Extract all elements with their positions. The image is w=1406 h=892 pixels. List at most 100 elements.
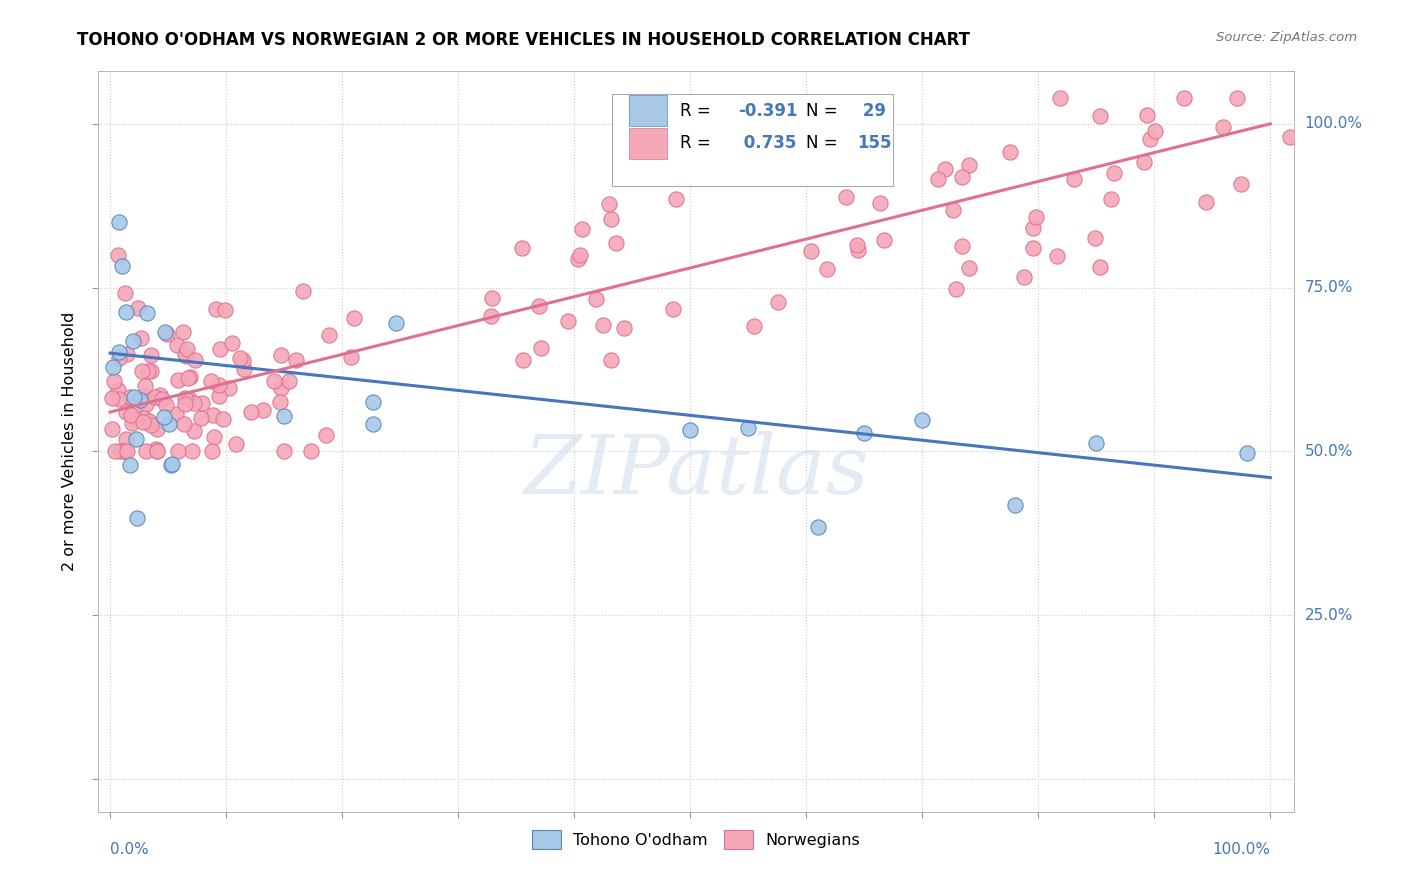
Point — [124, 432, 146, 446]
Point — [361, 394, 384, 409]
Point — [173, 347, 195, 361]
Text: N =: N = — [806, 134, 842, 153]
Point — [135, 396, 157, 410]
Point — [766, 295, 789, 310]
Point — [229, 351, 252, 365]
Point — [527, 299, 550, 313]
Point — [927, 172, 949, 186]
Point — [115, 405, 138, 419]
Point — [934, 161, 956, 176]
Point — [107, 383, 129, 397]
Text: 75.0%: 75.0% — [1305, 280, 1353, 295]
Point — [269, 394, 291, 409]
Text: R =: R = — [681, 134, 717, 153]
Point — [942, 203, 965, 218]
Point — [177, 370, 200, 384]
Text: -0.391: -0.391 — [738, 102, 797, 120]
Point — [957, 261, 980, 276]
Point — [845, 238, 868, 252]
Point — [1046, 249, 1069, 263]
Point — [120, 390, 142, 404]
Point — [1012, 270, 1035, 285]
Point — [138, 416, 160, 430]
Point — [117, 346, 139, 360]
Point — [107, 248, 129, 262]
Point — [155, 325, 177, 339]
Point — [114, 285, 136, 300]
FancyBboxPatch shape — [628, 95, 668, 126]
Point — [205, 302, 228, 317]
Point — [114, 305, 136, 319]
Point — [299, 444, 322, 458]
Point — [568, 248, 591, 262]
Y-axis label: 2 or more Vehicles in Household: 2 or more Vehicles in Household — [62, 312, 77, 571]
Point — [273, 444, 295, 458]
Point — [571, 222, 593, 236]
Point — [146, 444, 169, 458]
Point — [873, 233, 896, 247]
Point — [605, 236, 627, 251]
Point — [135, 444, 157, 458]
Point — [145, 442, 167, 456]
Point — [108, 392, 131, 407]
Point — [108, 351, 131, 365]
Point — [174, 391, 197, 405]
Point — [479, 309, 502, 323]
Point — [180, 444, 202, 458]
Point — [174, 350, 197, 364]
Point — [1025, 210, 1047, 224]
Point — [1143, 124, 1166, 138]
Point — [132, 416, 155, 430]
Point — [744, 319, 766, 334]
Point — [318, 327, 340, 342]
Point — [146, 422, 169, 436]
Point — [1099, 192, 1122, 206]
Point — [115, 444, 138, 458]
Point — [1133, 154, 1156, 169]
Point — [157, 417, 180, 432]
Point — [945, 282, 967, 296]
Point — [950, 169, 973, 184]
Text: 25.0%: 25.0% — [1305, 607, 1353, 623]
Point — [165, 408, 187, 422]
Point — [101, 392, 124, 406]
Text: R =: R = — [681, 102, 717, 120]
Point — [108, 345, 131, 359]
Point — [139, 348, 162, 362]
Point — [132, 389, 155, 403]
Point — [138, 414, 160, 428]
Point — [190, 411, 212, 425]
Point — [104, 444, 127, 458]
Point — [101, 422, 124, 436]
Point — [1136, 108, 1159, 122]
Point — [121, 417, 143, 431]
Point — [481, 291, 503, 305]
Point — [218, 381, 240, 395]
Point — [152, 409, 174, 424]
Point — [1195, 194, 1218, 209]
Text: 100.0%: 100.0% — [1305, 116, 1362, 131]
Point — [150, 392, 173, 407]
Point — [815, 261, 838, 276]
Point — [950, 239, 973, 253]
Point — [232, 362, 254, 376]
Point — [177, 392, 200, 406]
Text: 100.0%: 100.0% — [1212, 842, 1270, 857]
Point — [599, 353, 621, 368]
Point — [145, 444, 167, 458]
Point — [1000, 145, 1022, 160]
Point — [911, 413, 934, 427]
Point — [101, 360, 124, 375]
FancyBboxPatch shape — [613, 94, 893, 186]
Point — [132, 411, 155, 425]
Point — [111, 259, 134, 273]
Point — [208, 377, 231, 392]
Point — [869, 195, 891, 210]
Point — [179, 370, 201, 384]
Point — [103, 374, 125, 388]
Point — [277, 374, 299, 388]
Text: ZIPatlas: ZIPatlas — [523, 431, 869, 511]
Point — [173, 417, 195, 432]
Point — [1102, 166, 1125, 180]
Point — [592, 318, 614, 332]
